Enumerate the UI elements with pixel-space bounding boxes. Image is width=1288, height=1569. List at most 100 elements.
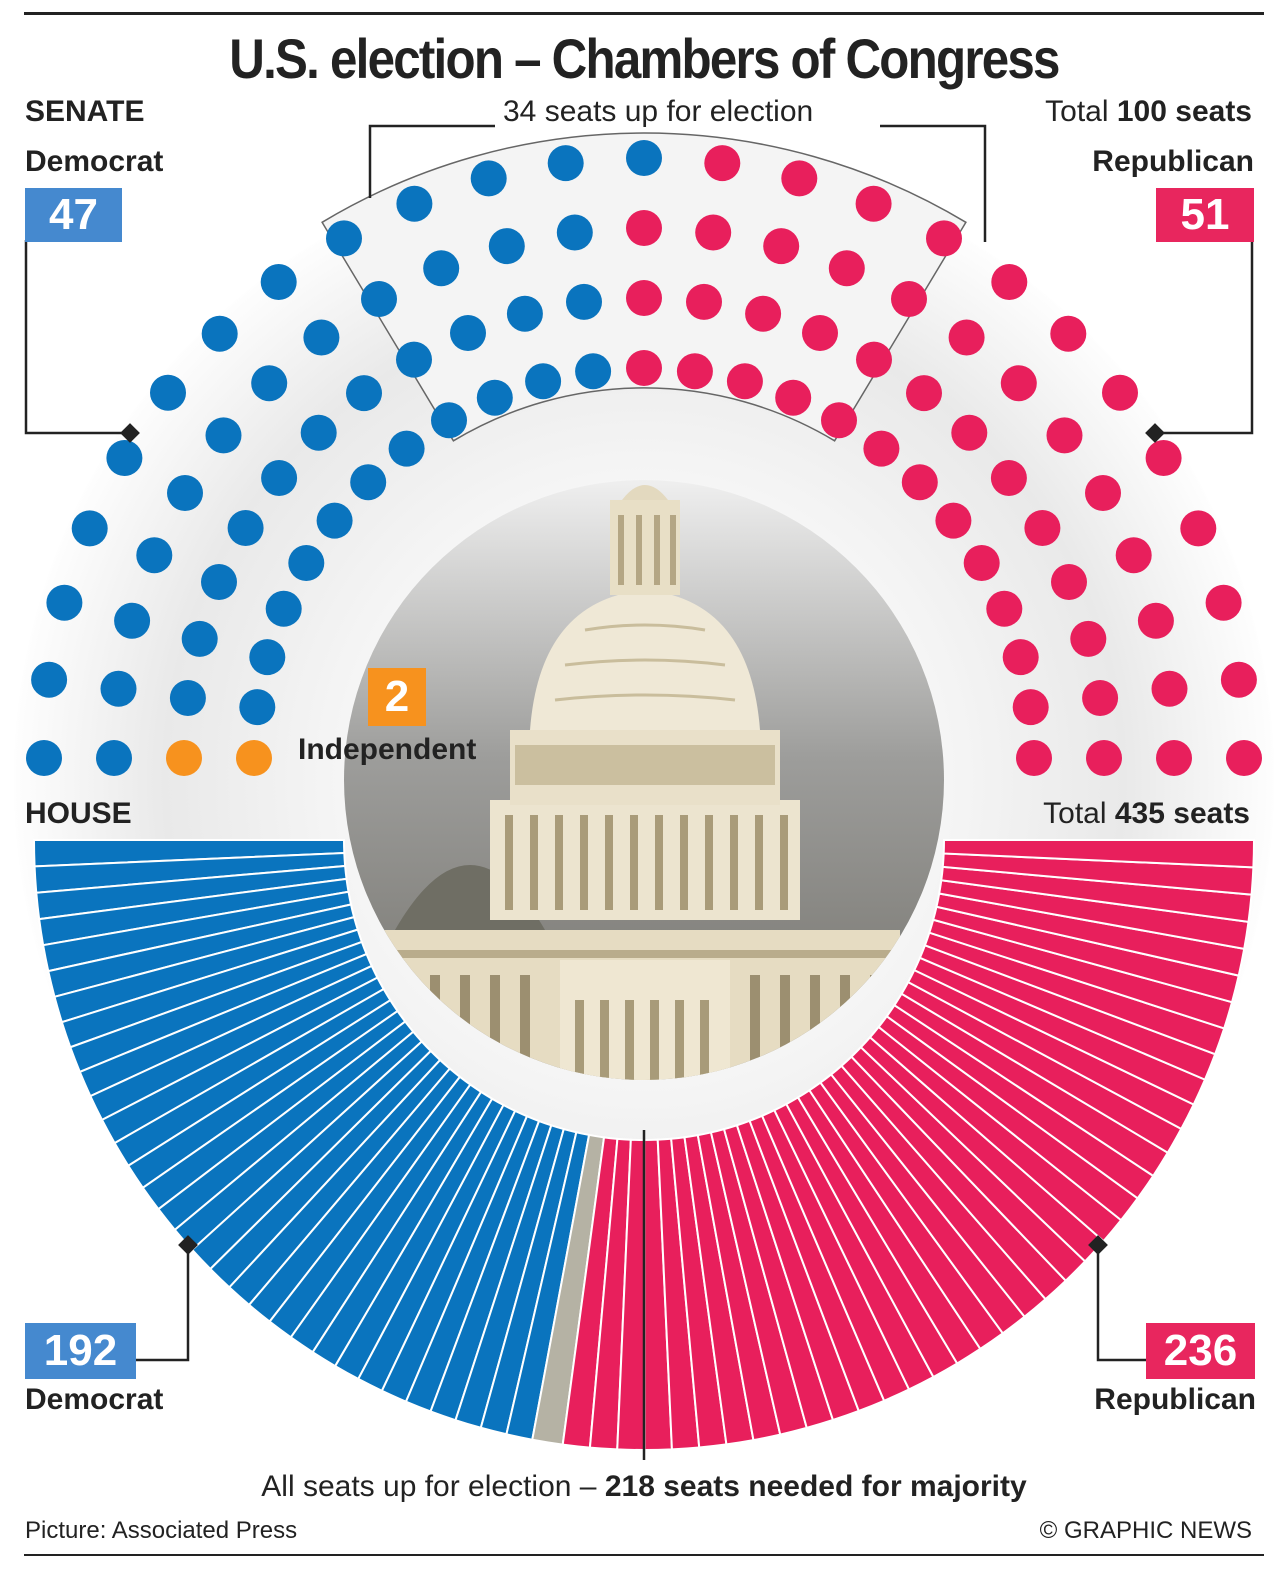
senate-seat-democrat [506,295,543,332]
senate-seat-democrat [300,414,337,451]
senate-seat-republican [926,220,962,257]
senate-seat-democrat [251,365,288,402]
senate-seat-democrat [488,228,525,265]
senate-seat-republican [1082,680,1119,716]
top-rule [24,12,1264,15]
senate-total: Total 100 seats [1045,95,1252,129]
senate-total-prefix: Total [1045,95,1109,128]
senate-seat-republican [1085,475,1121,511]
senate-seat-democrat [136,537,173,574]
house-democrat-badge: 192 [25,1323,136,1379]
senate-seat-republican [1145,440,1182,476]
senate-seat-democrat [169,680,206,716]
page-title: U.S. election – Chambers of Congress [229,27,1060,90]
copyright: © GRAPHIC NEWS [1039,1517,1252,1544]
senate-seat-republican [775,379,812,416]
house-footer-prefix: All seats up for election – [261,1470,597,1503]
senate-seat-democrat [525,363,562,400]
senate-democrat-badge: 47 [25,188,122,242]
senate-seat-democrat [249,639,286,676]
senate-seat-democrat [150,374,186,411]
senate-seat-democrat [227,510,264,546]
senate-seat-republican [626,280,662,316]
senate-seat-republican [1156,740,1192,776]
senate-seat-republican [1024,510,1061,546]
senate-seat-republican [1086,740,1122,776]
senate-seat-democrat [201,315,238,352]
senate-seat-republican [781,160,818,197]
senate-seat-democrat [326,220,362,257]
senate-seat-democrat [626,140,662,176]
senate-seat-republican [1050,315,1087,352]
house-total: Total 435 seats [1043,797,1250,831]
senate-seat-republican [906,375,942,412]
senate-seat-democrat [201,564,237,600]
senate-seat-democrat [167,475,203,511]
senate-seat-republican [704,145,741,182]
senate-seat-republican [828,250,865,287]
senate-seat-republican [1205,584,1242,621]
house-segments [32,839,1256,1452]
senate-seat-republican [626,350,662,386]
senate-seat-democrat [239,689,276,726]
senate-independent-badge: 2 [368,668,426,726]
senate-seat-democrat [547,145,584,182]
senate-seat-democrat [288,545,325,581]
senate-seat-republican [1220,661,1257,698]
senate-seat-democrat [26,740,62,776]
house-segment-republican [942,839,1256,869]
senate-seat-republican [901,464,938,501]
house-total-value: 435 seats [1114,797,1250,830]
senate-independent-label: Independent [298,733,477,766]
senate-seat-republican [695,214,732,251]
senate-seat-democrat [388,430,425,467]
house-footer: All seats up for election – 218 seats ne… [0,1470,1288,1504]
house-footer-majority: 218 seats needed for majority [604,1470,1027,1503]
senate-seat-democrat [71,510,108,547]
senate-seat-republican [1070,620,1107,657]
senate-seat-democrat [205,417,242,454]
senate-seat-republican [1151,670,1188,707]
house-republican-label: Republican [1094,1383,1256,1416]
senate-seat-republican [986,590,1023,627]
senate-republican-badge: 51 [1156,188,1254,242]
senate-seat-democrat [575,353,612,390]
senate-seat-independent [166,740,202,776]
senate-seat-democrat [423,250,460,287]
senate-seat-democrat [46,584,83,621]
senate-seat-democrat [100,670,137,707]
senate-seat-democrat [566,283,602,320]
senate-seat-republican [963,545,1000,581]
senate-seat-republican [686,283,722,320]
senate-seat-democrat [556,214,593,251]
senate-seat-republican [855,185,892,222]
senate-seat-democrat [361,281,397,317]
senate-seat-republican [745,295,782,332]
senate-seat-republican [990,460,1027,496]
senate-seat-democrat [181,620,218,657]
senate-seat-republican [1226,740,1262,776]
senate-seat-democrat [303,319,340,356]
senate-seat-democrat [96,740,132,776]
senate-seat-democrat [114,602,151,639]
senate-seat-republican [1115,537,1152,574]
senate-seat-republican [676,353,713,390]
senate-seat-democrat [396,185,433,222]
senate-label: SENATE [25,95,145,128]
senate-seat-republican [935,502,972,539]
senate-seat-republican [802,315,838,351]
senate-seat-republican [991,264,1028,300]
callout-markers [120,423,1165,1255]
senate-seat-republican [856,341,892,378]
senate-seat-democrat [261,460,298,496]
senate-seat-republican [1016,740,1052,776]
bottom-rule [24,1554,1264,1556]
senate-seat-democrat [350,464,387,501]
senate-seat-republican [1102,374,1138,411]
house-label: HOUSE [25,797,132,830]
house-total-prefix: Total [1043,797,1107,830]
senate-seat-republican [1180,510,1217,547]
senate-seat-republican [763,228,800,265]
senate-seat-republican [948,319,985,356]
senate-seat-republican [1012,689,1049,726]
